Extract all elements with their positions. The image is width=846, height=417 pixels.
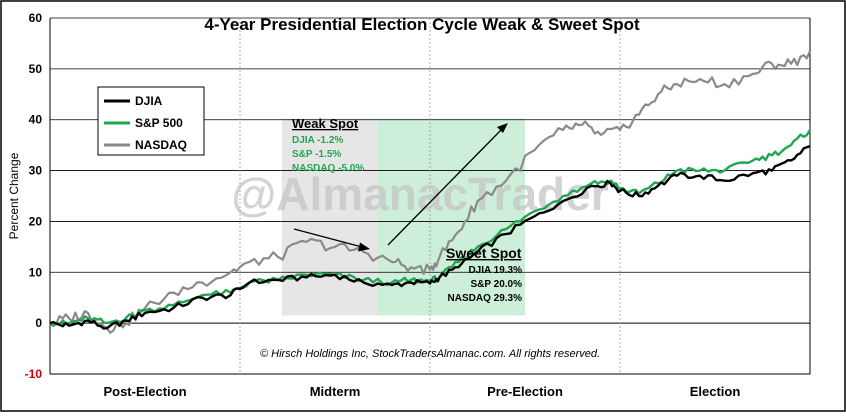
y-tick-label: -10 <box>25 367 43 381</box>
x-category-label: Pre-Election <box>487 384 563 399</box>
y-tick-label: 40 <box>29 113 43 127</box>
sweet-spot-line-2: S&P 20.0% <box>470 279 522 290</box>
weak-spot-band <box>281 118 377 316</box>
sweet-spot-annotation: Sweet Spot DJIA 19.3% S&P 20.0% NASDAQ 2… <box>446 245 522 304</box>
y-tick-labels: -10 0 10 20 30 40 50 60 <box>25 11 43 381</box>
x-category-label: Midterm <box>310 384 361 399</box>
weak-spot-line-2: S&P -1.5% <box>292 149 341 160</box>
chart-title: 4-Year Presidential Election Cycle Weak … <box>204 15 640 34</box>
sweet-spot-line-1: DJIA 19.3% <box>468 265 522 276</box>
weak-spot-line-3: NASDAQ -5.0% <box>292 163 364 174</box>
y-tick-label: 20 <box>29 214 43 228</box>
copyright-notice: © Hirsch Holdings Inc, StockTradersAlman… <box>260 348 600 360</box>
legend: DJIA S&P 500 NASDAQ <box>97 86 205 156</box>
y-tick-label: 50 <box>29 62 43 76</box>
y-tick-label: 30 <box>29 164 43 178</box>
series-lines <box>49 50 812 334</box>
y-tick-label: 10 <box>29 265 43 279</box>
weak-spot-annotation: Weak Spot DJIA -1.2% S&P -1.5% NASDAQ -5… <box>292 116 364 174</box>
x-category-label: Post-Election <box>103 384 186 399</box>
y-tick-label: 60 <box>29 11 43 25</box>
series-line-djia <box>49 145 811 330</box>
weak-spot-line-1: DJIA -1.2% <box>292 135 343 146</box>
series-line-nasdaq <box>49 50 812 334</box>
sweet-arrow <box>387 123 508 246</box>
x-category-label: Election <box>690 384 741 399</box>
x-category-labels: Post-Election Midterm Pre-Election Election <box>103 384 740 399</box>
section-dividers <box>239 18 621 374</box>
weak-arrow <box>293 228 370 252</box>
legend-label: DJIA <box>135 94 163 108</box>
weak-spot-title: Weak Spot <box>292 116 359 131</box>
highlight-bands <box>281 118 525 316</box>
legend-label: S&P 500 <box>135 116 183 130</box>
legend-label: NASDAQ <box>135 138 187 152</box>
sweet-spot-line-3: NASDAQ 29.3% <box>448 293 523 304</box>
y-axis-label: Percent Change <box>7 152 21 239</box>
y-tick-label: 0 <box>35 316 42 330</box>
sweet-spot-title: Sweet Spot <box>446 245 522 261</box>
sweet-spot-band <box>376 118 525 316</box>
